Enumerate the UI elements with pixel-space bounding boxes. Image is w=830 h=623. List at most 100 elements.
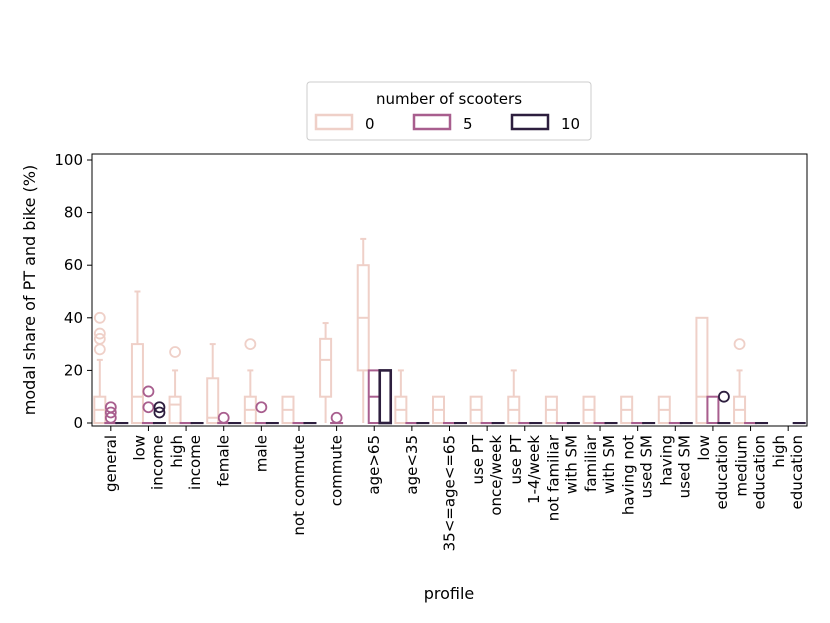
box-body <box>130 343 144 425</box>
x-axis: general low income high income female male not … <box>102 426 806 551</box>
box-10-16 <box>717 390 731 425</box>
x-tick-label: low <box>130 435 148 461</box>
x-tick-label: having not <box>620 435 638 515</box>
x-tick-label: use PT <box>507 434 525 484</box>
y-tick-label: 20 <box>64 361 83 379</box>
box-0-5 <box>281 395 295 425</box>
outlier-point <box>142 385 155 398</box>
outlier-point <box>153 406 166 419</box>
outlier-point <box>93 327 106 340</box>
box-0-10 <box>469 395 483 425</box>
x-tick-label: once/week <box>487 435 505 516</box>
box-0-6 <box>319 322 333 423</box>
x-tick-label: general <box>102 435 120 492</box>
x-tick-label: income <box>186 435 204 490</box>
x-tick-label: 35<=age<=65 <box>441 435 459 551</box>
box-5-0 <box>104 401 118 425</box>
box-0-2 <box>168 346 182 425</box>
box-0-15 <box>657 395 671 425</box>
outlier-point <box>93 311 106 324</box>
legend: number of scooters 0 5 10 <box>306 81 592 141</box>
x-tick-label: familiar <box>582 434 600 492</box>
box-0-7 <box>356 237 370 423</box>
box-5-3 <box>217 411 231 425</box>
x-tick-label: education <box>713 435 731 509</box>
box-5-7 <box>367 369 381 424</box>
x-tick-label: medium <box>733 435 751 497</box>
x-tick-label: high <box>770 435 788 468</box>
box-5-4 <box>254 401 268 425</box>
y-axis-label: modal share of PT and bike (%) <box>20 165 39 415</box>
box-0-14 <box>620 395 634 425</box>
x-tick-label: not familiar <box>544 434 562 521</box>
x-tick-label: having <box>657 435 675 486</box>
outlier-point <box>733 338 746 351</box>
x-tick-label: education <box>788 435 806 509</box>
y-axis: 0 20 40 60 80 100 <box>54 151 92 432</box>
outlier-point <box>255 401 268 414</box>
legend-swatch-0 <box>314 113 354 131</box>
box-0-1 <box>130 290 144 425</box>
x-tick-label: with SM <box>600 435 618 494</box>
box-body <box>695 316 709 424</box>
x-tick-label: income <box>148 435 166 490</box>
outlier-point <box>93 332 106 345</box>
x-tick-label: not commute <box>290 435 308 536</box>
box-0-4 <box>243 338 257 425</box>
legend-title: number of scooters <box>376 90 522 108</box>
x-tick-label: female <box>215 435 233 487</box>
box-0-11 <box>507 369 521 425</box>
box-0-12 <box>544 395 558 425</box>
outlier-point <box>330 411 343 424</box>
box-body <box>319 337 333 398</box>
x-tick-label: male <box>252 435 270 472</box>
outlier-point <box>718 390 730 403</box>
x-tick-label: age<35 <box>403 435 421 495</box>
plot-marks <box>93 237 806 425</box>
x-axis-label: profile <box>424 584 475 603</box>
box-5-16 <box>706 395 720 425</box>
box-body <box>206 377 220 425</box>
outlier-point <box>153 401 166 414</box>
x-tick-label: used SM <box>638 435 656 498</box>
x-tick-label: with SM <box>562 435 580 494</box>
box-0-3 <box>206 343 220 425</box>
y-tick-label: 100 <box>54 151 83 169</box>
x-tick-label: use PT <box>469 434 487 484</box>
legend-label-10: 10 <box>561 115 580 133</box>
outlier-point <box>169 346 181 358</box>
box-body <box>706 395 720 425</box>
x-tick-label: commute <box>328 435 346 506</box>
box-body <box>378 369 393 425</box>
legend-label-0: 0 <box>365 115 375 133</box>
outlier-point <box>104 401 117 414</box>
legend-swatch-5 <box>412 113 452 131</box>
outlier-point <box>93 343 106 356</box>
box-0-17 <box>733 338 747 425</box>
outlier-point <box>142 401 155 414</box>
x-tick-label: low <box>695 435 713 461</box>
box-body <box>168 395 182 425</box>
outlier-point <box>244 338 257 351</box>
box-10-1 <box>152 401 166 425</box>
box-0-16 <box>695 316 709 424</box>
box-0-0 <box>93 311 107 425</box>
box-10-7 <box>378 369 393 425</box>
y-tick-label: 60 <box>64 256 83 274</box>
x-tick-label: age>65 <box>365 435 383 495</box>
box-0-9 <box>432 395 445 425</box>
x-tick-label: education <box>751 435 769 509</box>
box-0-8 <box>394 369 408 425</box>
box-0-13 <box>582 395 596 425</box>
box-5-6 <box>330 411 344 425</box>
x-tick-label: used SM <box>675 435 693 498</box>
legend-frame <box>306 81 592 141</box>
y-tick-label: 0 <box>73 414 83 432</box>
x-tick-label: 1-4/week <box>525 435 543 504</box>
box-5-1 <box>141 385 155 425</box>
outlier-point <box>217 411 230 424</box>
y-tick-label: 80 <box>64 204 83 222</box>
y-tick-label: 40 <box>64 309 83 327</box>
legend-swatch-10 <box>510 113 550 131</box>
